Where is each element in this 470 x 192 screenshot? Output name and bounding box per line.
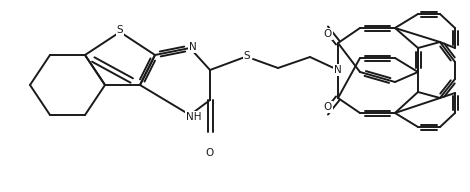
Text: O: O <box>324 29 332 39</box>
Text: S: S <box>117 25 123 35</box>
Text: O: O <box>206 148 214 158</box>
Text: S: S <box>243 51 251 61</box>
Text: O: O <box>324 102 332 112</box>
Text: N: N <box>189 42 197 52</box>
Text: NH: NH <box>186 112 202 122</box>
Text: N: N <box>334 65 342 75</box>
